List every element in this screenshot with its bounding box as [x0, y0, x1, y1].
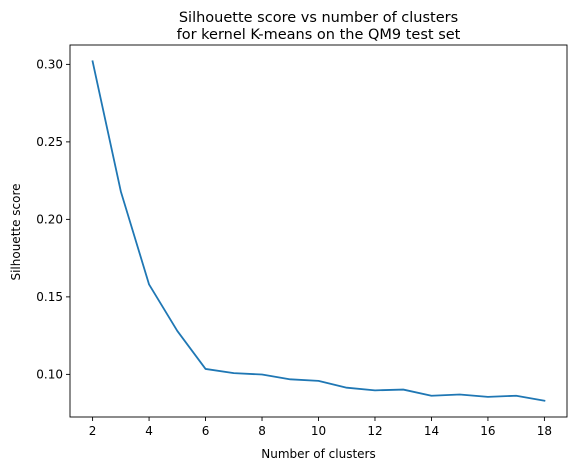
- x-tick-label-16: 16: [480, 424, 495, 438]
- x-tick-label-10: 10: [311, 424, 326, 438]
- chart-title-line-1: Silhouette score vs number of clusters: [179, 10, 458, 26]
- x-tick-label-2: 2: [89, 424, 97, 438]
- x-axis-label: Number of clusters: [261, 447, 375, 461]
- axes-frame: [69, 44, 568, 418]
- x-tick-label-4: 4: [145, 424, 153, 438]
- x-tick-label-8: 8: [258, 424, 266, 438]
- x-tick-label-12: 12: [367, 424, 382, 438]
- x-tick-label-18: 18: [537, 424, 552, 438]
- series-line-0: [91, 60, 546, 402]
- y-tick-label-3: 0.25: [36, 135, 63, 149]
- y-tick-label-0: 0.10: [36, 368, 63, 382]
- y-tick-label-4: 0.30: [36, 58, 63, 72]
- x-tick-label-6: 6: [202, 424, 210, 438]
- y-tick-label-2: 0.20: [36, 213, 63, 227]
- chart-title-line-2: for kernel K-means on the QM9 test set: [177, 27, 461, 43]
- x-tick-label-14: 14: [424, 424, 439, 438]
- plot-area: 2 4 6 8 10 12 14 16 18 0.10 0.15 0.20 0.25 0.30: [36, 44, 568, 438]
- y-tick-label-1: 0.15: [36, 290, 63, 304]
- y-axis-label: Silhouette score: [9, 183, 23, 280]
